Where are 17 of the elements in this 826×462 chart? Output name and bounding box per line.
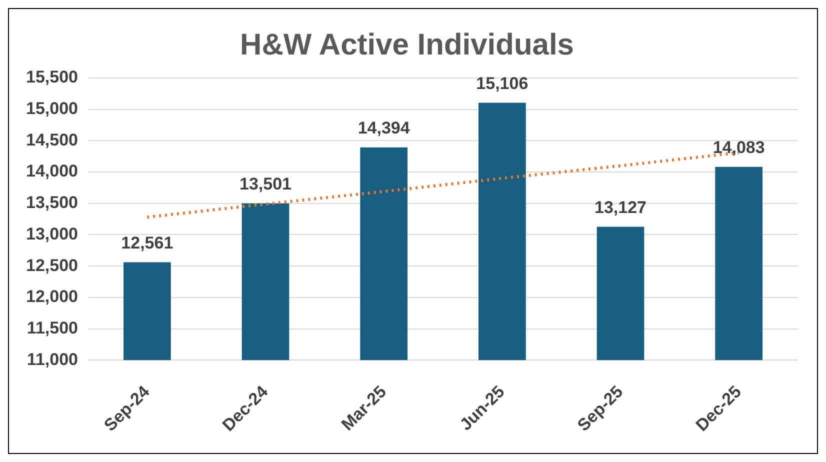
data-label: 14,394 — [358, 118, 410, 138]
y-tick-label: 12,000 — [26, 287, 78, 306]
y-tick-label: 12,500 — [26, 256, 78, 275]
data-label: 13,127 — [594, 198, 646, 217]
chart-title: H&W Active Individuals — [240, 28, 574, 62]
y-tick-label: 15,000 — [26, 99, 78, 118]
y-tick-label: 13,500 — [26, 193, 78, 212]
y-tick-label: 13,000 — [26, 224, 78, 244]
y-tick-label: 15,500 — [26, 68, 78, 87]
data-label: 13,501 — [239, 174, 292, 194]
y-tick-label: 11,000 — [26, 350, 78, 369]
y-tick-label: 14,000 — [26, 162, 78, 181]
y-tick-label: 14,500 — [26, 130, 78, 150]
data-label: 15,106 — [476, 74, 528, 93]
data-label: 12,561 — [121, 233, 174, 252]
data-label: 14,083 — [712, 138, 765, 158]
y-tick-label: 11,500 — [26, 318, 78, 338]
